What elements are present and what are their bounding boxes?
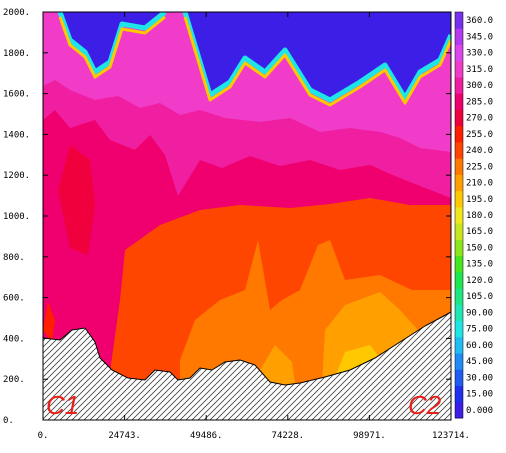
colorbar-label: 180.0 [466, 211, 493, 221]
y-tick-label: 1400. [3, 130, 30, 140]
band-red-left [43, 302, 55, 342]
x-tick-label: 49486. [190, 431, 223, 441]
colorbar-label: 195.0 [466, 195, 493, 205]
colorbar-swatch [455, 12, 463, 29]
colorbar-swatch [455, 93, 463, 110]
colorbar-swatch [455, 174, 463, 192]
annotation-c2: C2 [408, 390, 442, 420]
colorbar-swatch [455, 239, 463, 257]
colorbar-label: 345.0 [466, 32, 493, 42]
colorbar-label: 300.0 [466, 81, 493, 91]
colorbar-label: 15.00 [466, 390, 493, 400]
colorbar-label: 75.00 [466, 325, 493, 335]
y-tick-label: 1200. [3, 171, 30, 181]
colorbar-label: 255.0 [466, 130, 493, 140]
x-axis: 0. 24743. 49486. 74228. 98971. 123714. [38, 12, 470, 441]
colorbar-label: 0.000 [466, 406, 493, 416]
colorbar-swatch [455, 125, 463, 143]
colorbar-swatch [455, 336, 463, 354]
colorbar-swatch [455, 109, 463, 127]
colorbar-label: 45.00 [466, 357, 493, 367]
terrain-hatch [43, 311, 451, 420]
y-tick-label: 200. [3, 375, 25, 385]
plot-area [43, 12, 451, 420]
band-cool-edge-2 [58, 15, 451, 107]
colorbar-swatch [455, 320, 463, 338]
colorbar-swatch [455, 141, 463, 159]
colorbar-label: 90.00 [466, 308, 493, 318]
colorbar-label: 330.0 [466, 49, 493, 59]
y-tick-label: 800. [3, 253, 25, 263]
band-deep-red-left [58, 145, 95, 255]
colorbar-label: 270.0 [466, 114, 493, 124]
colorbar-swatch [455, 369, 463, 387]
colorbar-swatch [455, 255, 463, 273]
colorbar-swatch [455, 304, 463, 322]
colorbar-swatch [455, 271, 463, 289]
colorbar-swatch [455, 401, 463, 419]
colorbar-swatch [455, 206, 463, 224]
colorbar-label: 30.00 [466, 373, 493, 383]
y-tick-label: 2000. [3, 8, 30, 18]
colorbar-swatch [455, 385, 463, 403]
colorbar-label: 315.0 [466, 65, 493, 75]
y-tick-label: 400. [3, 334, 25, 344]
y-tick-label: 600. [3, 294, 25, 304]
x-tick-label: 24743. [108, 431, 141, 441]
colorbar-label: 165.0 [466, 227, 493, 237]
colorbar-swatch [455, 28, 463, 45]
colorbar-swatch [455, 353, 463, 370]
colorbar-swatch [455, 223, 463, 240]
x-tick-label: 98971. [353, 431, 386, 441]
annotation-c1: C1 [46, 390, 79, 420]
y-axis: 0. 200. 400. 600. 800. 1000. 1200. 1400. 1600. 18… [3, 8, 451, 426]
colorbar-label: 105.0 [466, 292, 493, 302]
colorbar-label: 360.0 [466, 16, 493, 26]
colorbar-swatch [455, 190, 463, 208]
colorbar-swatch [455, 158, 463, 175]
y-tick-label: 0. [3, 416, 14, 426]
colorbar: 0.000 15.00 30.00 45.00 60.00 75.00 90.00 105.0… [454, 11, 493, 419]
colorbar-label: 60.00 [466, 341, 493, 351]
colorbar-label: 210.0 [466, 179, 493, 189]
colorbar-label: 240.0 [466, 146, 493, 156]
x-tick-label: 74228. [272, 431, 305, 441]
colorbar-label: 225.0 [466, 162, 493, 172]
colorbar-swatch [455, 60, 463, 78]
band-cool-top [60, 12, 451, 100]
colorbar-swatch [455, 44, 463, 62]
colorbar-swatch [455, 288, 463, 305]
colorbar-label: 120.0 [466, 276, 493, 286]
x-tick-label: 123714. [432, 431, 470, 441]
colorbar-label: 135.0 [466, 260, 493, 270]
colorbar-swatch [455, 76, 463, 94]
colorbar-label: 150.0 [466, 243, 493, 253]
colorbar-label: 285.0 [466, 97, 493, 107]
x-tick-label: 0. [38, 431, 49, 441]
band-cool-edge [57, 12, 451, 103]
y-tick-label: 1600. [3, 90, 30, 100]
y-tick-label: 1800. [3, 49, 30, 59]
y-tick-label: 1000. [3, 212, 30, 222]
colorbar-frame [454, 11, 464, 419]
